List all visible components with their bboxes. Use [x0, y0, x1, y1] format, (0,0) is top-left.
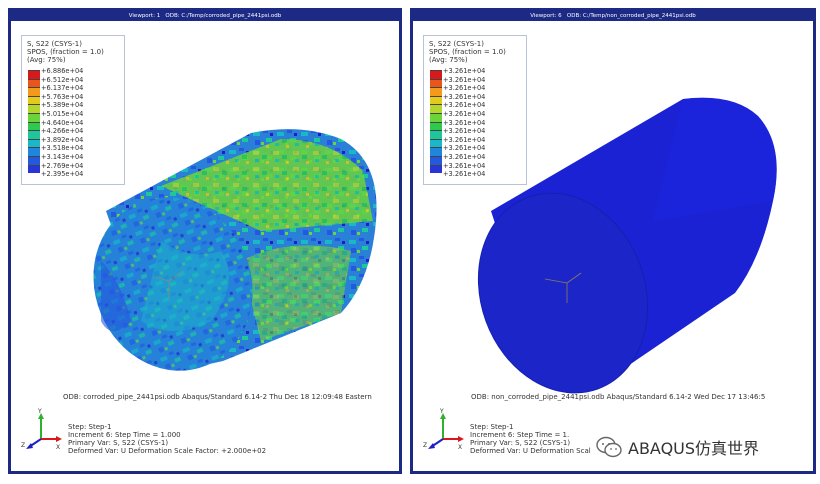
- increment-label: Increment 6: Step Time = 1.000: [68, 431, 181, 439]
- legend-swatch: [430, 87, 442, 96]
- legend-value: +3.518e+04: [41, 144, 84, 153]
- legend-value: +3.261e+04: [443, 127, 486, 136]
- legend-swatch: [28, 164, 40, 174]
- increment-label: Increment 6: Step Time = 1.: [470, 431, 570, 439]
- viewport-non-corroded[interactable]: Viewport: 6 ODB: C:/Temp/non_corroded_pi…: [410, 8, 816, 474]
- legend-swatch: [430, 121, 442, 131]
- legend-swatch: [430, 104, 442, 113]
- legend-swatch: [430, 95, 442, 105]
- contour-scale-labels: +3.261e+04 +3.261e+04 +3.261e+04 +3.261e+04…: [443, 67, 485, 179]
- contour-scale: [430, 70, 442, 174]
- legend-value: +3.261e+04: [443, 92, 486, 101]
- legend-spos: SPOS, (fraction = 1.0): [27, 48, 104, 56]
- triad-label-y: Y: [37, 408, 42, 415]
- legend-variable: S, S22 (CSYS-1): [429, 40, 484, 48]
- legend-variable: S, S22 (CSYS-1): [27, 40, 82, 48]
- legend-value: +3.261e+04: [443, 161, 486, 170]
- legend-swatch: [430, 155, 442, 165]
- legend-swatch: [28, 155, 40, 165]
- legend-swatch: [28, 104, 40, 113]
- legend-value: +3.261e+04: [443, 84, 486, 93]
- legend-swatch: [28, 121, 40, 131]
- step-label: Step: Step-1: [68, 423, 112, 431]
- triad-icon: Y X Z: [21, 408, 62, 451]
- triad-icon: Y X Z: [423, 408, 464, 451]
- legend-value: +2.769e+04: [41, 161, 84, 170]
- deformed-var-label: Deformed Var: U Deformation Scal: [470, 447, 591, 455]
- legend-value: +6.886e+04: [41, 67, 84, 75]
- triad-label-y: Y: [439, 408, 444, 415]
- legend-value: +3.261e+04: [443, 144, 486, 153]
- legend-spos: SPOS, (fraction = 1.0): [429, 48, 506, 56]
- legend-swatch: [430, 138, 442, 148]
- triad-label-z: Z: [423, 442, 427, 449]
- triad-label-x: X: [458, 444, 462, 451]
- primary-var-label: Primary Var: S, S22 (CSYS-1): [68, 439, 169, 447]
- odb-info: ODB: corroded_pipe_2441psi.odb Abaqus/St…: [63, 393, 372, 401]
- legend-value: +5.389e+04: [41, 101, 84, 110]
- legend-swatch: [28, 95, 40, 105]
- legend-value: +3.143e+04: [41, 152, 84, 161]
- legend-swatch: [28, 78, 40, 88]
- legend-swatch: [28, 147, 40, 156]
- legend-avg: (Avg: 75%): [27, 56, 66, 64]
- legend-value: +3.261e+04: [443, 67, 486, 75]
- legend-value: +3.261e+04: [443, 101, 486, 110]
- corroded-pipe-model: [93, 129, 377, 371]
- watermark: ABAQUS仿真世界: [596, 432, 759, 462]
- legend-value: +3.892e+04: [41, 135, 84, 144]
- contour-scale: [28, 70, 40, 174]
- triad-label-z: Z: [21, 442, 25, 449]
- viewport-title: Viewport: 1 ODB: C:/Temp/corroded_pipe_2…: [11, 11, 399, 21]
- contour-scale-labels: +6.886e+04 +6.512e+04 +6.137e+04 +5.763e+04…: [41, 67, 83, 179]
- step-info: Step: Step-1 Increment 6: Step Time = 1.…: [68, 423, 266, 455]
- legend-value: +3.261e+04: [443, 109, 486, 118]
- legend-swatch: [430, 147, 442, 156]
- wechat-icon: [596, 436, 622, 458]
- legend-swatch: [28, 112, 40, 122]
- odb-info: ODB: non_corroded_pipe_2441psi.odb Abaqu…: [471, 393, 766, 401]
- legend-swatch: [28, 138, 40, 148]
- legend-value: +3.261e+04: [443, 170, 486, 179]
- step-label: Step: Step-1: [470, 423, 514, 431]
- legend-swatch: [430, 78, 442, 88]
- legend-value: +2.395e+04: [41, 170, 84, 179]
- legend-value: +3.261e+04: [443, 152, 486, 161]
- legend-value: +4.640e+04: [41, 118, 84, 127]
- legend-value: +4.266e+04: [41, 127, 84, 136]
- contour-legend: S, S22 (CSYS-1) SPOS, (fraction = 1.0) (…: [21, 35, 125, 185]
- watermark-text: ABAQUS仿真世界: [628, 439, 760, 458]
- legend-swatch: [430, 112, 442, 122]
- legend-avg: (Avg: 75%): [429, 56, 468, 64]
- step-info: Step: Step-1 Increment 6: Step Time = 1.…: [470, 423, 591, 455]
- legend-swatch: [430, 130, 442, 139]
- viewport-title: Viewport: 6 ODB: C:/Temp/non_corroded_pi…: [413, 11, 813, 21]
- triad-label-x: X: [56, 444, 60, 451]
- deformed-var-label: Deformed Var: U Deformation Scale Factor…: [68, 447, 267, 455]
- legend-swatch: [430, 164, 442, 174]
- legend-value: +6.512e+04: [41, 75, 84, 84]
- contour-legend: S, S22 (CSYS-1) SPOS, (fraction = 1.0) (…: [423, 35, 527, 185]
- primary-var-label: Primary Var: S, S22 (CSYS-1): [470, 439, 571, 447]
- legend-swatch: [28, 70, 40, 79]
- legend-value: +6.137e+04: [41, 84, 84, 93]
- legend-swatch: [28, 130, 40, 139]
- legend-value: +5.015e+04: [41, 109, 84, 118]
- legend-value: +3.261e+04: [443, 118, 486, 127]
- legend-value: +3.261e+04: [443, 75, 486, 84]
- viewport-corroded[interactable]: Viewport: 1 ODB: C:/Temp/corroded_pipe_2…: [8, 8, 402, 474]
- legend-swatch: [28, 87, 40, 96]
- legend-value: +3.261e+04: [443, 135, 486, 144]
- legend-swatch: [430, 70, 442, 79]
- non-corroded-pipe-model: [477, 97, 777, 394]
- legend-value: +5.763e+04: [41, 92, 84, 101]
